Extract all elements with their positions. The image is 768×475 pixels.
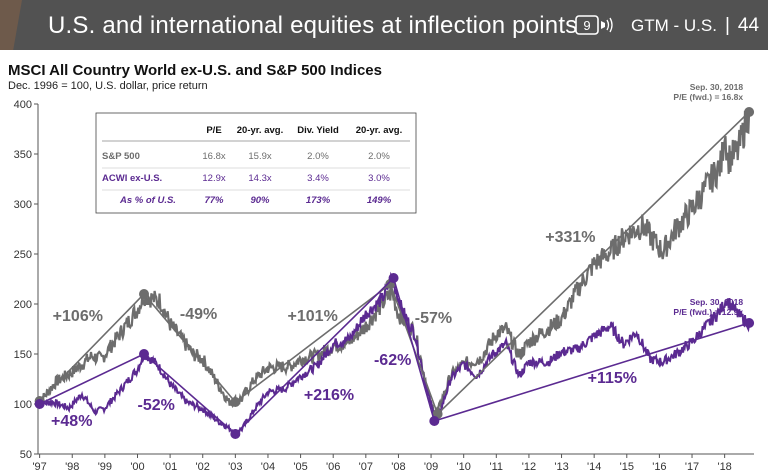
valuation-table	[95, 112, 417, 214]
percent-change-label: -57%	[415, 310, 452, 327]
x-tick-label: '09	[424, 461, 438, 473]
endpoint-date-label: Sep. 30, 2018	[690, 297, 744, 307]
table-cell: 3.4%	[307, 173, 329, 184]
percent-change-label: -52%	[137, 397, 174, 414]
y-tick-label: 200	[14, 299, 32, 311]
trend-line	[39, 276, 750, 436]
percent-change-label: +115%	[588, 370, 637, 387]
x-tick-label: '15	[620, 461, 634, 473]
table-header-cell: Div. Yield	[297, 125, 339, 136]
percent-change-label: -62%	[374, 352, 411, 369]
table-cell: 2.0%	[307, 151, 329, 162]
x-tick-label: '05	[293, 461, 307, 473]
table-header-cell: P/E	[206, 125, 221, 136]
table-row-label: S&P 500	[102, 151, 140, 162]
percent-change-label: +48%	[51, 413, 92, 430]
x-tick-label: '04	[261, 461, 275, 473]
endpoint-pe-label: P/E (fwd.) = 16.8x	[673, 92, 743, 102]
x-tick-label: '99	[98, 461, 112, 473]
percent-change-label: +331%	[545, 229, 595, 246]
chart-subtitle: Dec. 1996 = 100, U.S. dollar, price retu…	[8, 80, 208, 92]
y-tick-label: 150	[14, 349, 32, 361]
x-tick-label: '12	[522, 461, 536, 473]
inflection-point-marker	[139, 349, 150, 359]
x-tick-label: '98	[65, 461, 79, 473]
header-bar	[0, 0, 768, 50]
video-chapter-badge-icon[interactable]: 9	[575, 14, 615, 36]
table-header-cell: 20-yr. avg.	[237, 125, 283, 136]
trend-line	[39, 111, 750, 416]
endpoint-pe-label: P/E (fwd.) = 12.9x	[673, 307, 743, 317]
y-tick-label: 300	[14, 199, 32, 211]
table-cell: 16.8x	[202, 151, 225, 162]
percent-change-label: +216%	[304, 387, 354, 404]
page-number: 44	[737, 15, 760, 36]
percent-change-label: +106%	[53, 308, 103, 325]
x-tick-label: '16	[652, 461, 666, 473]
x-tick-label: '13	[554, 461, 568, 473]
inflection-point-marker	[230, 429, 241, 439]
endpoint-date-label: Sep. 30, 2018	[690, 82, 744, 92]
page-title: U.S. and international equities at infle…	[48, 12, 578, 39]
y-tick-label: 350	[14, 149, 32, 161]
percent-change-label: +101%	[288, 308, 338, 325]
x-tick-label: '10	[457, 461, 471, 473]
table-cell: 2.0%	[368, 151, 390, 162]
table-cell: 14.3x	[248, 173, 271, 184]
x-tick-label: '11	[490, 461, 504, 473]
inflection-point-marker	[139, 289, 150, 299]
x-tick-label: '03	[228, 461, 242, 473]
table-cell: 173%	[306, 195, 331, 206]
x-tick-label: '14	[587, 461, 601, 473]
table-cell: 149%	[367, 195, 392, 206]
x-tick-label: '97	[32, 461, 46, 473]
table-row-label: ACWI ex-U.S.	[102, 173, 162, 184]
inflection-point-marker	[744, 107, 755, 117]
series-line	[37, 110, 751, 416]
inflection-point-marker	[744, 318, 755, 328]
x-tick-label: '08	[391, 461, 405, 473]
section-label: GTM - U.S.	[631, 16, 717, 35]
header-section: GTM - U.S. | 44	[631, 15, 759, 37]
x-tick-label: '17	[685, 461, 699, 473]
y-tick-label: 50	[20, 449, 32, 461]
percent-change-label: -49%	[180, 306, 217, 323]
table-header-cell: 20-yr. avg.	[356, 125, 402, 136]
inflection-point-marker	[34, 399, 45, 409]
x-tick-label: '02	[196, 461, 210, 473]
table-cell: 15.9x	[248, 151, 271, 162]
table-cell: 90%	[250, 195, 270, 206]
x-tick-label: '07	[359, 461, 373, 473]
y-tick-label: 100	[14, 399, 32, 411]
table-cell: 3.0%	[368, 173, 390, 184]
y-tick-label: 400	[14, 99, 32, 111]
chart-title: MSCI All Country World ex-U.S. and S&P 5…	[8, 62, 382, 79]
x-tick-label: '01	[163, 461, 177, 473]
table-cell: 12.9x	[202, 173, 225, 184]
x-tick-label: '18	[717, 461, 731, 473]
inflection-point-marker	[230, 397, 241, 407]
x-tick-label: '06	[326, 461, 340, 473]
y-tick-label: 250	[14, 249, 32, 261]
inflection-point-marker	[429, 416, 440, 426]
chapter-number: 9	[583, 18, 590, 33]
x-tick-label: '00	[130, 461, 144, 473]
table-cell: 77%	[204, 195, 224, 206]
table-row-label: As % of U.S.	[119, 195, 176, 206]
inflection-point-marker	[388, 273, 399, 283]
header-separator: |	[724, 15, 730, 36]
